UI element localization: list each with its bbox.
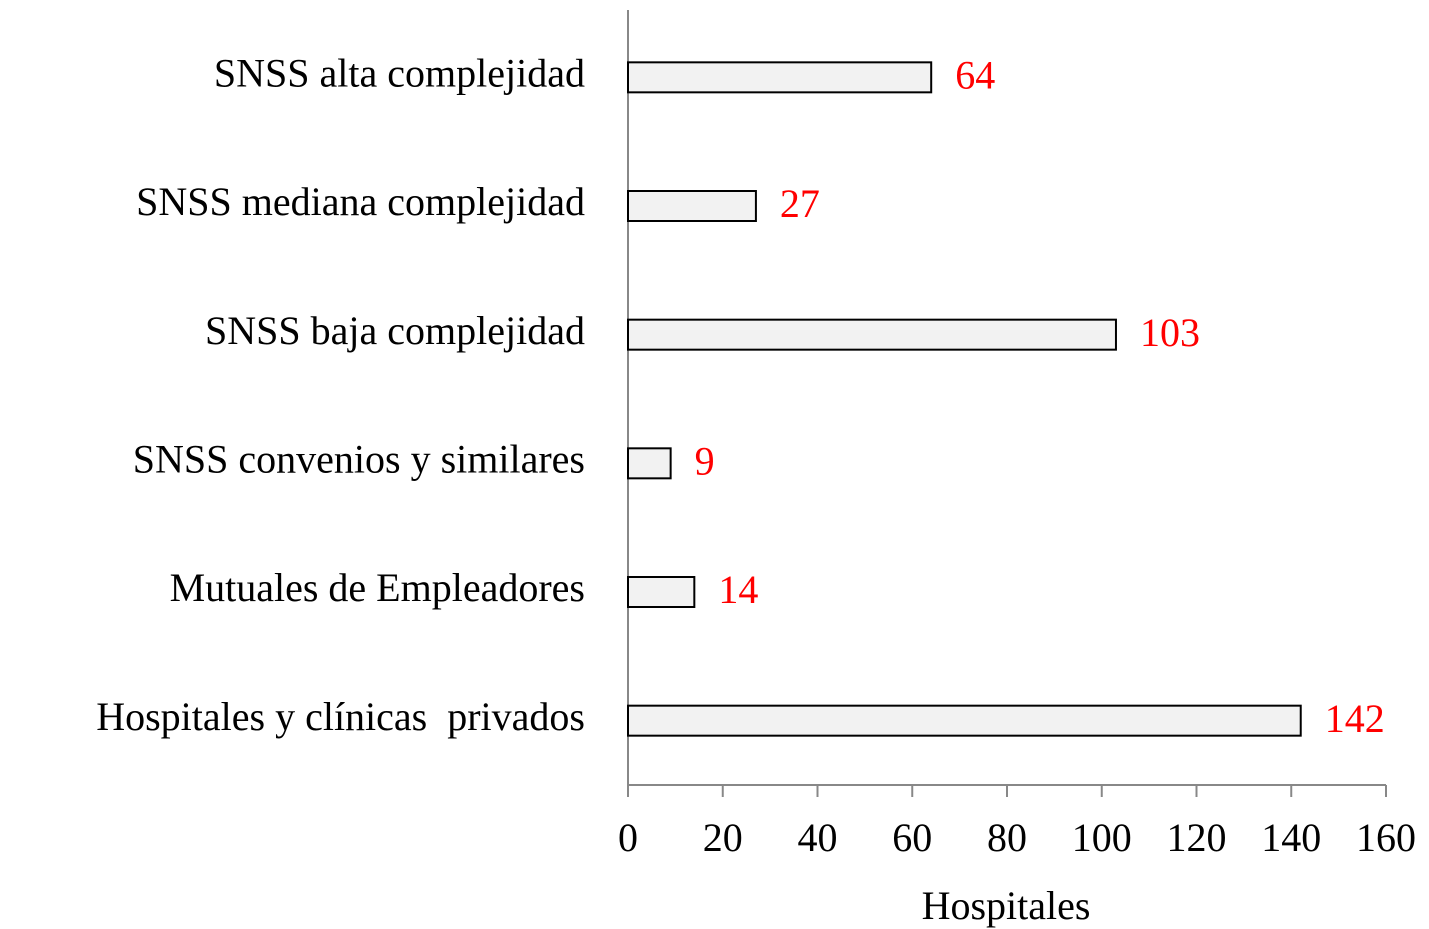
data-label: 14 xyxy=(718,567,758,612)
bar xyxy=(627,190,757,222)
x-axis-label: Hospitales xyxy=(922,883,1091,928)
x-tick-label: 100 xyxy=(1072,815,1132,860)
bar xyxy=(627,704,1302,737)
y-tick-label: SNSS baja complejidad xyxy=(205,308,585,353)
x-tick-label: 160 xyxy=(1356,815,1416,860)
bar xyxy=(627,61,933,94)
x-tick-label: 120 xyxy=(1167,815,1227,860)
x-tick-label: 40 xyxy=(798,815,838,860)
x-tick-label: 0 xyxy=(618,815,638,860)
y-tick-label: SNSS mediana complejidad xyxy=(136,179,585,224)
data-label: 103 xyxy=(1140,310,1200,355)
bar xyxy=(627,447,672,480)
y-tick-label: SNSS convenios y similares xyxy=(133,437,585,482)
data-label: 64 xyxy=(955,53,995,98)
x-tick-label: 20 xyxy=(703,815,743,860)
data-label: 27 xyxy=(780,181,820,226)
data-label: 9 xyxy=(695,439,715,484)
data-label: 142 xyxy=(1325,696,1385,741)
bar xyxy=(627,576,696,608)
y-tick-label: Hospitales y clínicas privados xyxy=(96,694,585,739)
bar xyxy=(627,318,1117,351)
x-tick-label: 140 xyxy=(1261,815,1321,860)
y-tick-label: SNSS alta complejidad xyxy=(214,51,585,96)
y-tick-label: Mutuales de Empleadores xyxy=(170,565,585,610)
x-tick-label: 60 xyxy=(892,815,932,860)
x-tick-label: 80 xyxy=(987,815,1027,860)
